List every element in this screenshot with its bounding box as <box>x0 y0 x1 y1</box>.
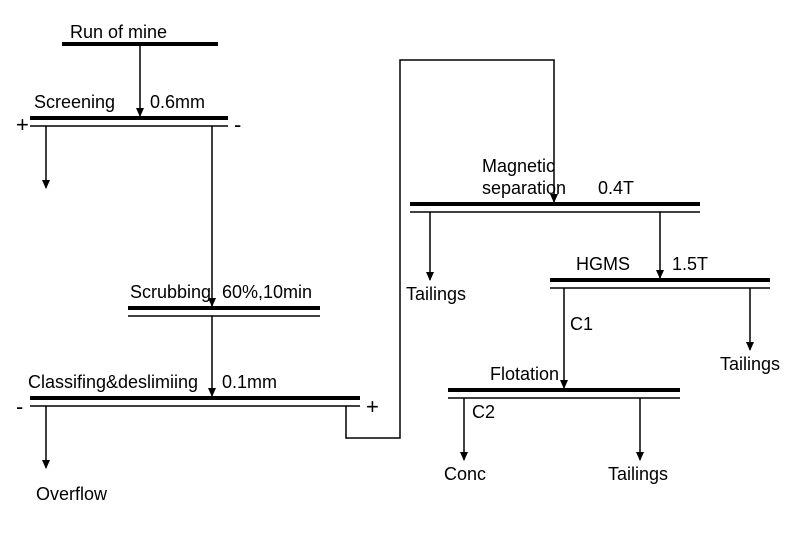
label-conc: Conc <box>444 464 486 484</box>
sign-screening-plus: + <box>16 112 29 137</box>
label-run-of-mine: Run of mine <box>70 22 167 42</box>
flowchart-canvas: Run of mine Screening 0.6mm + - Scrubbing 60%,… <box>0 0 800 534</box>
label-magsep-param: 0.4T <box>598 178 634 198</box>
label-classifying: Classifing&deslimiing <box>28 372 198 392</box>
label-hgms: HGMS <box>576 254 630 274</box>
label-flotation: Flotation <box>490 364 559 384</box>
sign-classify-plus: + <box>366 394 379 419</box>
label-classifying-size: 0.1mm <box>222 372 277 392</box>
label-tailings-1: Tailings <box>406 284 466 304</box>
label-tailings-3: Tailings <box>608 464 668 484</box>
label-screening: Screening <box>34 92 115 112</box>
label-c1: C1 <box>570 314 593 334</box>
sign-classify-minus: - <box>16 394 23 419</box>
label-hgms-param: 1.5T <box>672 254 708 274</box>
sign-screening-minus: - <box>234 112 241 137</box>
label-tailings-2: Tailings <box>720 354 780 374</box>
label-scrubbing-param: 60%,10min <box>222 282 312 302</box>
label-scrubbing: Scrubbing <box>130 282 211 302</box>
label-magsep-2: separation <box>482 178 566 198</box>
label-c2: C2 <box>472 402 495 422</box>
label-magsep-1: Magnetic <box>482 156 555 176</box>
label-screening-size: 0.6mm <box>150 92 205 112</box>
label-overflow: Overflow <box>36 484 108 504</box>
